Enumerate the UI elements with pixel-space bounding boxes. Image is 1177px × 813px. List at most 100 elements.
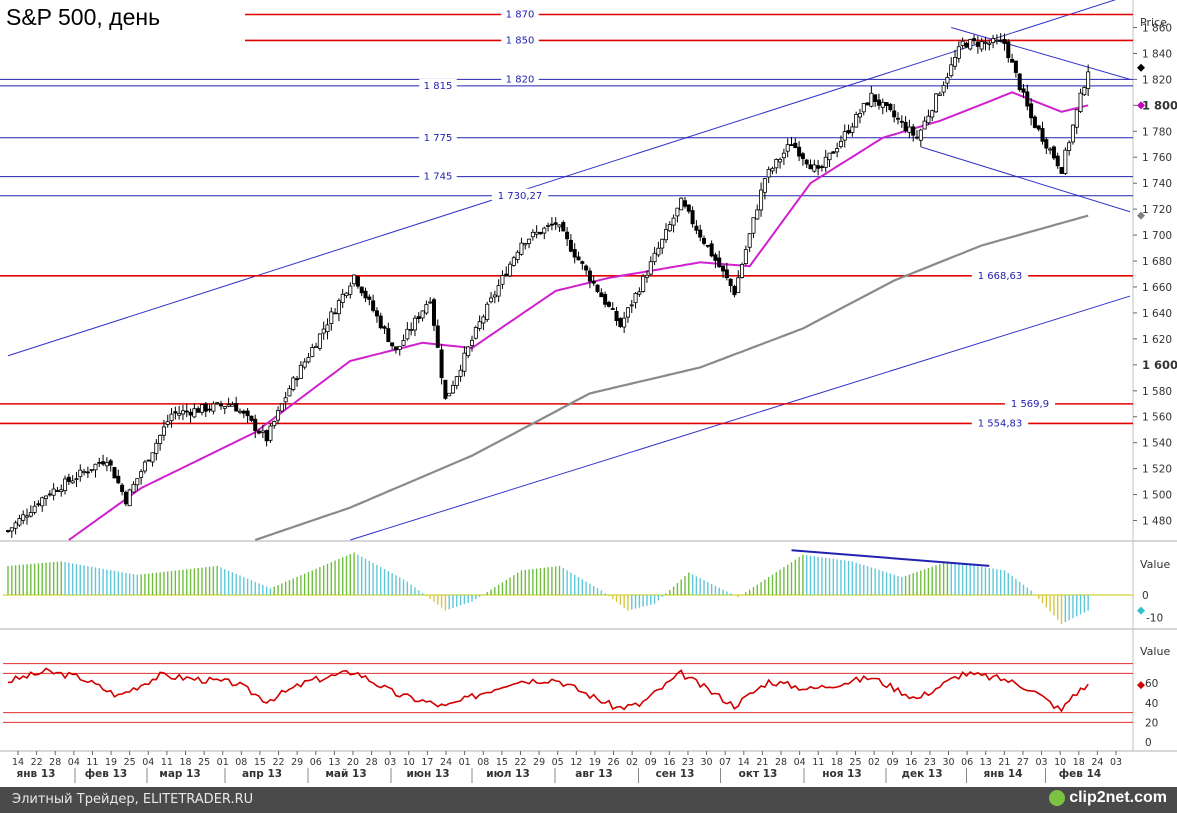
- candle-body: [774, 159, 779, 169]
- candle-body: [656, 247, 661, 256]
- candle-body: [462, 352, 467, 372]
- candle-body: [276, 410, 281, 421]
- candle-body: [344, 292, 349, 297]
- candle-body: [291, 377, 296, 390]
- date-tick-label: 29: [291, 757, 303, 768]
- candle-body: [831, 151, 836, 154]
- candle-body: [1078, 92, 1083, 112]
- candle-body: [489, 297, 494, 303]
- date-tick-label: 22: [272, 757, 284, 768]
- candle-body: [306, 356, 311, 363]
- candle-body: [139, 471, 144, 478]
- candle-body: [991, 38, 996, 43]
- candle-body: [515, 251, 520, 260]
- price-tick-label: 1 620: [1142, 334, 1172, 346]
- candle-body: [979, 41, 984, 50]
- candle-body: [340, 293, 345, 303]
- candle-body: [789, 144, 794, 147]
- candle-body: [835, 148, 840, 153]
- candle-body: [51, 488, 56, 496]
- logo-dot-icon: [1049, 789, 1066, 806]
- candle-body: [675, 207, 680, 217]
- candle-body: [101, 461, 106, 465]
- osc-axis-label: Value: [1140, 558, 1170, 571]
- candle-body: [199, 404, 204, 413]
- candle-body: [283, 397, 288, 403]
- candle-body: [336, 300, 341, 315]
- level-label-bg: [971, 416, 1029, 429]
- candle-body: [382, 326, 387, 329]
- price-tick-label: 1 840: [1142, 48, 1172, 60]
- candle-body: [926, 115, 931, 124]
- date-tick-label: 24: [440, 757, 452, 768]
- candle-body: [393, 346, 398, 351]
- candle-body: [466, 346, 471, 357]
- candle-body: [888, 103, 893, 111]
- price-tick-label: 1 660: [1142, 282, 1172, 294]
- month-label: янв 14: [984, 768, 1023, 780]
- candle-body: [759, 189, 764, 211]
- date-tick-label: 04: [68, 757, 80, 768]
- candle-body: [595, 284, 600, 293]
- candle-body: [66, 476, 71, 482]
- price-tick-label: 1 480: [1142, 516, 1172, 528]
- candle-body: [812, 164, 817, 172]
- date-tick-label: 02: [626, 757, 638, 768]
- candle-body: [420, 310, 425, 319]
- candle-body: [911, 126, 916, 136]
- candle-body: [793, 142, 798, 148]
- candle-body: [781, 152, 786, 159]
- candle-body: [546, 225, 551, 227]
- candle-body: [154, 442, 159, 454]
- candle-body: [473, 327, 478, 339]
- month-label: окт 13: [739, 768, 778, 780]
- candle-body: [131, 483, 136, 493]
- candle-body: [766, 169, 771, 178]
- candle-body: [1044, 139, 1049, 149]
- candle-body: [671, 217, 676, 226]
- date-tick-label: 06: [310, 757, 322, 768]
- level-label-bg: [971, 268, 1029, 281]
- candle-body: [1074, 109, 1079, 128]
- candle-body: [295, 378, 300, 381]
- candle-body: [770, 167, 775, 172]
- date-tick-label: 04: [794, 757, 806, 768]
- candle-body: [127, 489, 132, 507]
- candle-body: [211, 403, 216, 412]
- candle-body: [1036, 125, 1041, 130]
- candle-body: [603, 293, 608, 305]
- candle-body: [994, 39, 999, 42]
- candle-body: [949, 64, 954, 77]
- level-label-bg: [419, 78, 457, 91]
- rsi-line: [7, 667, 1089, 713]
- candle-body: [998, 39, 1003, 42]
- date-tick-label: 15: [254, 757, 266, 768]
- candle-body: [470, 339, 475, 346]
- candle-body: [165, 421, 170, 425]
- candle-body: [534, 231, 539, 235]
- candle-body: [82, 470, 87, 474]
- candle-body: [405, 328, 410, 340]
- candle-body: [747, 233, 752, 248]
- date-tick-label: 02: [868, 757, 880, 768]
- date-tick-label: 27: [1017, 757, 1029, 768]
- candle-body: [348, 285, 353, 295]
- candle-body: [485, 303, 490, 320]
- date-tick-label: 19: [589, 757, 601, 768]
- month-label: апр 13: [242, 768, 282, 780]
- candle-body: [325, 324, 330, 333]
- candle-body: [123, 491, 128, 505]
- candle-body: [873, 94, 878, 103]
- level-label: 1 820: [506, 74, 535, 85]
- price-tick-label: 1 780: [1142, 126, 1172, 138]
- candle-body: [492, 294, 497, 298]
- candle-body: [584, 265, 589, 271]
- date-tick-label: 28: [49, 757, 61, 768]
- candle-body: [93, 463, 98, 471]
- date-tick-label: 08: [235, 757, 247, 768]
- candle-body: [218, 403, 223, 407]
- rsi-axis-label: Value: [1140, 645, 1170, 658]
- candle-body: [458, 369, 463, 377]
- candle-body: [1059, 167, 1064, 174]
- candle-body: [268, 425, 273, 441]
